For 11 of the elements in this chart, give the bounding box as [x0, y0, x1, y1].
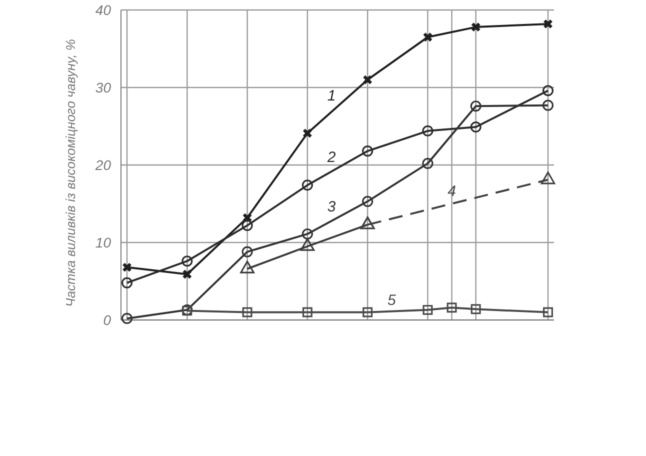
series-label: 4 [448, 183, 456, 200]
y-tick-label: 10 [95, 234, 112, 250]
series-label: 1 [327, 87, 336, 104]
y-axis-title: Частка виливків із високоміцного чавуну, % [63, 39, 78, 307]
y-tick-label: 20 [94, 157, 112, 173]
series-label: 5 [387, 292, 396, 310]
y-tick-label: 0 [103, 312, 112, 328]
series-label: 3 [327, 198, 336, 216]
y-tick-label: 30 [95, 80, 112, 96]
series-label: 2 [326, 149, 336, 166]
y-tick-label: 40 [95, 2, 112, 18]
